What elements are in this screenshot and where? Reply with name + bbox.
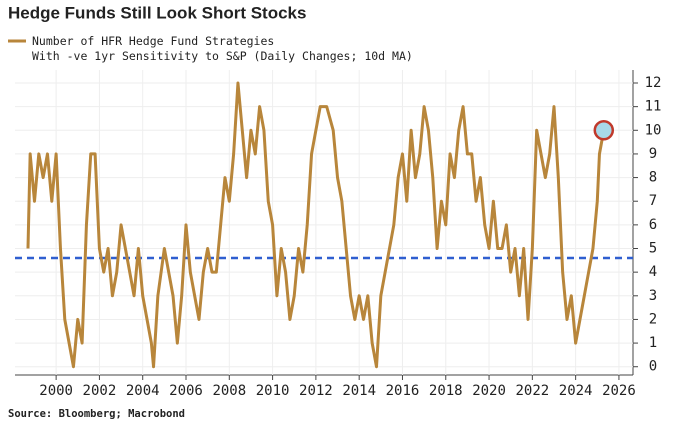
y-tick-label: 2 xyxy=(649,311,657,327)
y-tick-label: 6 xyxy=(649,217,657,233)
y-tick-label: 3 xyxy=(649,288,657,304)
x-tick-label: 2012 xyxy=(299,383,333,399)
y-tick-label: 5 xyxy=(649,241,657,257)
x-tick-label: 2018 xyxy=(429,383,463,399)
y-tick-label: 10 xyxy=(645,122,662,138)
data-line xyxy=(26,81,606,369)
x-tick-label: 2002 xyxy=(83,383,117,399)
legend-label: Number of HFR Hedge Fund Strategies With … xyxy=(32,34,413,63)
y-tick-label: 4 xyxy=(649,264,657,280)
x-tick-label: 2026 xyxy=(602,383,636,399)
end-marker xyxy=(593,120,615,141)
y-tick-label: 1 xyxy=(649,335,657,351)
x-tick-label: 2016 xyxy=(386,383,420,399)
chart-title: Hedge Funds Still Look Short Stocks xyxy=(8,3,306,22)
x-tick-label: 2020 xyxy=(472,383,506,399)
x-tick-label: 2008 xyxy=(212,383,246,399)
x-tick-label: 2010 xyxy=(256,383,290,399)
y-tick-label: 9 xyxy=(649,146,657,162)
x-tick-label: 2000 xyxy=(39,383,73,399)
x-tick-label: 2024 xyxy=(559,383,593,399)
y-tick-label: 0 xyxy=(649,359,657,375)
x-tick-label: 2006 xyxy=(169,383,203,399)
y-tick-label: 12 xyxy=(645,75,662,91)
x-tick-label: 2014 xyxy=(342,383,376,399)
x-tick-label: 2004 xyxy=(126,383,160,399)
source: Source: Bloomberg; Macrobond xyxy=(8,408,185,420)
x-tick-label: 2022 xyxy=(515,383,549,399)
y-tick-label: 11 xyxy=(645,99,662,115)
y-tick-label: 8 xyxy=(649,170,657,186)
y-tick-label: 7 xyxy=(649,193,657,209)
